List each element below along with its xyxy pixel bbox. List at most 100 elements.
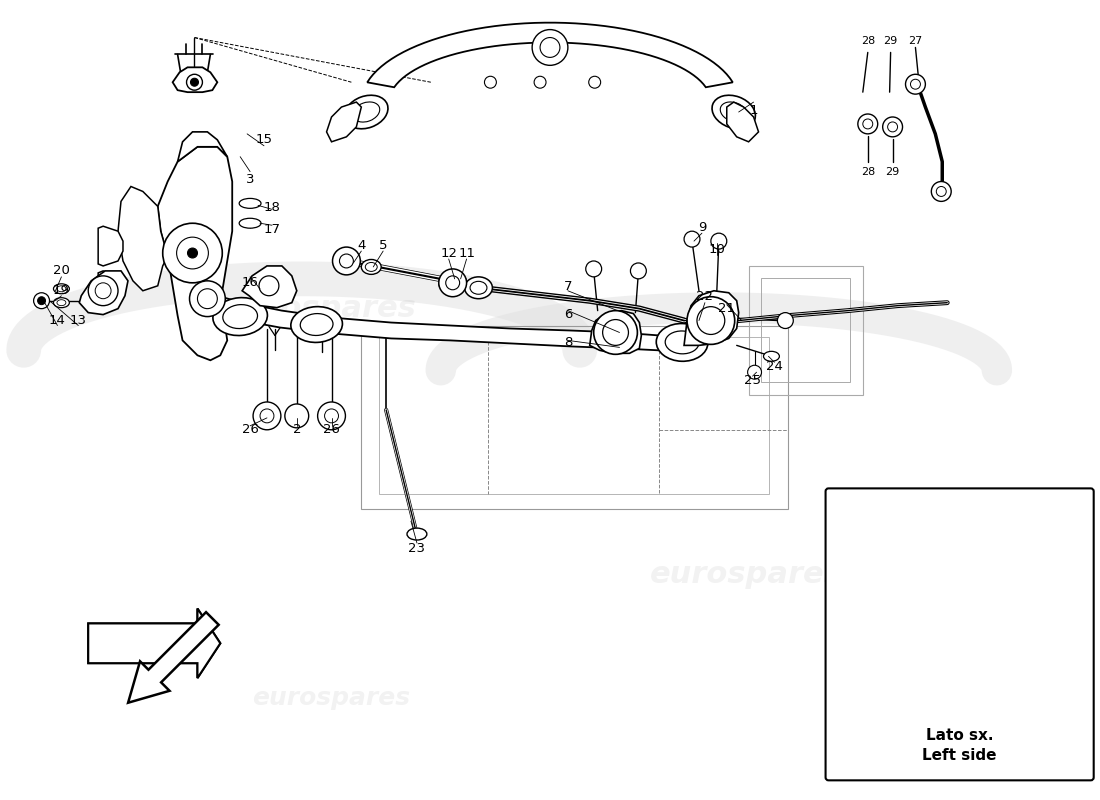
Circle shape: [888, 122, 898, 132]
Text: 29: 29: [886, 166, 900, 177]
Circle shape: [535, 76, 546, 88]
Circle shape: [711, 233, 727, 249]
FancyArrow shape: [128, 612, 219, 702]
Ellipse shape: [444, 276, 461, 290]
Ellipse shape: [344, 95, 388, 129]
Circle shape: [540, 38, 560, 58]
Ellipse shape: [763, 351, 780, 362]
Text: 26: 26: [323, 423, 340, 436]
Text: 17: 17: [263, 222, 280, 236]
Ellipse shape: [54, 298, 69, 308]
Circle shape: [260, 409, 274, 423]
Text: 21: 21: [718, 302, 735, 315]
Circle shape: [594, 310, 637, 354]
Text: eurospares: eurospares: [650, 560, 843, 590]
Text: 12: 12: [440, 246, 458, 259]
Polygon shape: [157, 146, 232, 360]
Text: 28: 28: [860, 35, 875, 46]
Circle shape: [858, 114, 878, 134]
Circle shape: [684, 231, 700, 247]
Polygon shape: [79, 271, 128, 314]
Text: 4: 4: [358, 238, 365, 251]
Polygon shape: [98, 271, 123, 310]
Ellipse shape: [54, 284, 69, 294]
Circle shape: [253, 402, 280, 430]
Ellipse shape: [239, 198, 261, 208]
Circle shape: [177, 237, 208, 269]
Circle shape: [588, 76, 601, 88]
Text: 27: 27: [909, 35, 923, 46]
Circle shape: [34, 293, 50, 309]
Text: 5: 5: [378, 238, 387, 251]
Circle shape: [748, 366, 761, 379]
Text: 29: 29: [883, 35, 898, 46]
Polygon shape: [684, 290, 739, 346]
Bar: [361, 326, 789, 510]
Text: 6: 6: [563, 308, 572, 321]
Bar: [749, 266, 862, 395]
FancyBboxPatch shape: [826, 488, 1093, 780]
Circle shape: [484, 76, 496, 88]
Circle shape: [778, 313, 793, 329]
Polygon shape: [242, 266, 297, 308]
Circle shape: [905, 74, 925, 94]
Ellipse shape: [712, 95, 756, 129]
Circle shape: [882, 117, 902, 137]
Circle shape: [198, 289, 218, 309]
Text: 14: 14: [50, 314, 66, 327]
Circle shape: [911, 79, 921, 89]
Text: 25: 25: [744, 374, 761, 386]
Text: eurospares: eurospares: [224, 294, 417, 323]
Polygon shape: [192, 290, 688, 352]
Circle shape: [96, 283, 111, 298]
Text: 28: 28: [860, 166, 875, 177]
Text: eurospares: eurospares: [253, 686, 410, 710]
Polygon shape: [88, 609, 220, 678]
Circle shape: [189, 281, 226, 317]
Circle shape: [532, 30, 568, 66]
Polygon shape: [727, 102, 759, 142]
Circle shape: [187, 248, 198, 258]
Circle shape: [630, 263, 647, 279]
Text: 10: 10: [708, 242, 725, 255]
Ellipse shape: [470, 282, 487, 294]
Circle shape: [932, 182, 952, 202]
Polygon shape: [88, 609, 220, 678]
Circle shape: [163, 223, 222, 283]
Circle shape: [88, 276, 118, 306]
Ellipse shape: [239, 218, 261, 228]
Text: 1: 1: [749, 103, 758, 117]
Bar: [379, 338, 770, 494]
Ellipse shape: [439, 272, 466, 294]
Circle shape: [190, 78, 198, 86]
Polygon shape: [98, 226, 123, 266]
Circle shape: [688, 297, 735, 344]
Text: 19: 19: [53, 284, 70, 298]
Ellipse shape: [361, 259, 382, 274]
Text: 22: 22: [696, 290, 714, 303]
Circle shape: [187, 74, 202, 90]
Polygon shape: [590, 310, 641, 354]
Polygon shape: [118, 186, 167, 290]
Text: 3: 3: [245, 173, 254, 186]
Text: 16: 16: [242, 276, 258, 290]
Ellipse shape: [300, 314, 333, 335]
Text: 7: 7: [563, 280, 572, 294]
Text: 15: 15: [255, 134, 273, 146]
Ellipse shape: [407, 528, 427, 540]
Text: 26: 26: [242, 423, 258, 436]
Text: Lato sx.: Lato sx.: [926, 728, 993, 743]
Circle shape: [318, 402, 345, 430]
Circle shape: [439, 269, 466, 297]
Circle shape: [585, 261, 602, 277]
Ellipse shape: [213, 298, 267, 335]
Ellipse shape: [290, 306, 342, 342]
Circle shape: [936, 186, 946, 197]
Text: 20: 20: [53, 265, 70, 278]
Text: 23: 23: [408, 542, 426, 555]
Text: 18: 18: [264, 201, 280, 214]
Ellipse shape: [666, 331, 698, 354]
Ellipse shape: [464, 277, 493, 298]
Ellipse shape: [657, 323, 708, 362]
Circle shape: [285, 404, 309, 428]
